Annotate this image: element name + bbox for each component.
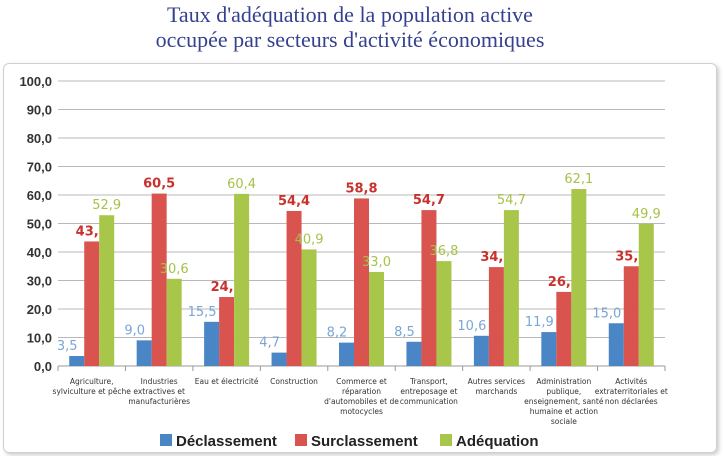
data-label: 15,5 [188,305,217,320]
bar-déclassement [271,352,287,366]
bar-adéquation [571,189,587,366]
legend-label: Surclassement [311,433,418,450]
data-label: 10,6 [457,319,486,334]
data-label: 40,9 [295,232,324,247]
legend-label: Déclassement [176,433,277,450]
data-label: 9,0 [124,323,145,338]
data-label: 62,1 [564,172,593,187]
x-tick-label: Autres services marchands [468,377,526,396]
data-label: 49,9 [632,207,661,222]
bar-surclassement [421,210,437,366]
bar-déclassement [204,321,220,366]
bar-adéquation [301,249,317,366]
bar-adéquation [99,215,115,366]
bar-surclassement [286,210,302,366]
bar-adéquation [638,223,654,366]
legend-swatch [160,434,172,446]
bar-surclassement [623,266,639,366]
data-label: 33,0 [362,255,391,270]
data-label: 11,9 [525,315,554,330]
bar-déclassement [69,356,85,366]
data-label: 54,7 [497,193,526,208]
data-label: 54,7 [413,193,445,208]
y-tick-label: 0,0 [34,359,52,374]
data-label: 4,7 [259,336,280,351]
bar-surclassement [354,198,369,366]
y-tick-label: 10,0 [27,331,52,346]
bar-surclassement [556,291,572,366]
x-tick-label: Transport, entreposage et communication [400,377,458,406]
y-tick-label: 70,0 [27,160,52,175]
legend-swatch [440,434,452,446]
data-label: 30,6 [160,262,189,277]
bar-adéquation [369,271,384,366]
y-tick-label: 40,0 [27,245,52,260]
chart-title-line-2: occupée par secteurs d'activité économiq… [155,27,545,52]
bar-surclassement [219,297,235,366]
data-label: 8,2 [327,326,348,341]
bar-adéquation [503,210,519,366]
bar-adéquation [436,261,452,366]
bar-déclassement [608,323,624,366]
data-label: 3,5 [57,339,78,354]
bar-surclassement [151,193,167,366]
data-label: 58,8 [345,181,377,196]
data-label: 60,4 [227,177,256,192]
y-tick-label: 30,0 [27,274,52,289]
chart-title: Taux d'adéquation de la population activ… [0,2,700,52]
y-tick-label: 90,0 [27,103,52,118]
data-label: 52,9 [92,198,121,213]
data-label: 15,0 [592,306,621,321]
chart-frame [3,63,717,453]
x-tick-label: Activités extraterritoriales et non déclar… [595,377,668,406]
y-tick-label: 80,0 [27,131,52,146]
bar-surclassement [488,267,504,366]
bar-déclassement [541,332,557,366]
x-tick-label: Construction [270,377,318,386]
bar-déclassement [136,340,152,366]
y-tick-label: 50,0 [27,217,52,232]
data-label: 36,8 [429,244,458,259]
y-tick-label: 100,0 [19,74,52,89]
bar-surclassement [84,241,100,366]
data-label: 8,5 [394,325,415,340]
x-tick-label: Agriculture, sylviculture et pêche [53,377,132,396]
bar-déclassement [406,341,422,366]
data-label: 54,4 [278,194,310,209]
y-tick-label: 20,0 [27,302,52,317]
x-tick-label: Eau et électricité [195,377,259,386]
bar-déclassement [473,335,489,366]
x-tick-label: Industries extractives et manufacturières [128,377,190,406]
chart-title-line-1: Taux d'adéquation de la population activ… [167,2,533,27]
legend-label: Adéquation [456,433,539,450]
bar-adéquation [166,278,182,366]
bar-adéquation [234,193,250,366]
data-label: 60,5 [143,177,175,192]
x-tick-label: Administration publique, enseignement, san… [524,377,604,426]
y-tick-label: 60,0 [27,188,52,203]
bar-déclassement [339,342,354,366]
legend-swatch [295,434,307,446]
x-tick-label: Commerce et réparation d'automobiles et de… [324,377,399,416]
